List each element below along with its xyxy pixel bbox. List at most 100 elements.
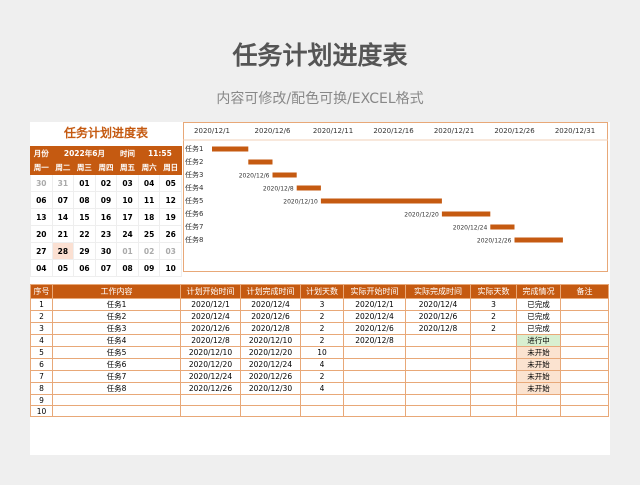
- task-name: 任务6: [185, 209, 204, 218]
- cell: 2020/12/10: [240, 334, 301, 347]
- day: 07: [51, 191, 75, 209]
- day: 07: [94, 259, 118, 277]
- gantt-bar: [248, 159, 273, 165]
- day: 09: [137, 259, 161, 277]
- cell: [470, 358, 517, 371]
- task-name: 任务1: [185, 144, 203, 153]
- gantt-bar: [212, 146, 249, 152]
- cell: 2020/12/8: [240, 322, 301, 335]
- cell: [470, 393, 517, 407]
- table-row: 1 任务1 2020/12/1 2020/12/4 3 2020/12/1 2020/12/…: [30, 298, 609, 311]
- day: 19: [159, 208, 182, 226]
- day: 25: [137, 225, 161, 243]
- cell: [405, 393, 471, 407]
- day: 05: [159, 174, 182, 192]
- cell: [180, 405, 241, 418]
- task-name: 任务5: [185, 196, 203, 205]
- table-row: 7 任务7 2020/12/24 2020/12/26 2 未开始: [30, 370, 609, 383]
- cell: [405, 346, 471, 359]
- table-row: 5 任务5 2020/12/10 2020/12/20 10 未开始: [30, 346, 609, 359]
- weekday: 周日: [159, 160, 182, 175]
- day: 09: [94, 191, 118, 209]
- date-label: 2020/12/31: [555, 127, 595, 135]
- cell: 已完成: [516, 322, 561, 335]
- cell: [300, 393, 344, 407]
- cell: 2020/12/30: [240, 382, 301, 395]
- day: 16: [94, 208, 118, 226]
- day: 10: [116, 191, 139, 209]
- cell: 2020/12/20: [240, 346, 301, 359]
- task-name: 任务2: [185, 157, 203, 166]
- cell: [240, 405, 301, 418]
- day: 13: [30, 208, 53, 226]
- cell: 任务4: [52, 334, 181, 347]
- weekday: 周二: [51, 160, 75, 175]
- weekday: 周四: [94, 160, 118, 175]
- cell: 1: [30, 298, 53, 311]
- cell: 2: [300, 334, 344, 347]
- day: 02: [94, 174, 118, 192]
- day: 20: [30, 225, 53, 243]
- task-table: 序号 工作内容 计划开始时间 计划完成时间 计划天数 实际开始时间 实际完成时间 实际天数 完成…: [30, 284, 609, 418]
- bar-start-label: 2020/12/8: [263, 186, 294, 193]
- cell: 2020/12/24: [180, 370, 241, 383]
- cell: 2: [300, 322, 344, 335]
- table-row: 8 任务8 2020/12/26 2020/12/30 4 未开始: [30, 382, 609, 395]
- week-row: 06 07 08 09 10 11 12: [30, 191, 182, 209]
- day: 14: [51, 208, 75, 226]
- cell: 4: [300, 358, 344, 371]
- cell: 未开始: [516, 358, 561, 371]
- cell: [240, 393, 301, 407]
- cell: 月份: [30, 146, 53, 161]
- cell: [405, 358, 471, 371]
- cell: 2020/12/26: [180, 382, 241, 395]
- cell: [405, 370, 471, 383]
- date-label: 2020/12/11: [313, 127, 353, 135]
- cell: 2020/12/6: [180, 322, 241, 335]
- cell: 2020/12/8: [405, 322, 471, 335]
- day: 15: [73, 208, 96, 226]
- page-title: 任务计划进度表: [232, 41, 408, 70]
- cell: 已完成: [516, 298, 561, 311]
- weekday: 周一: [30, 160, 53, 175]
- cell: 任务2: [52, 310, 181, 323]
- cell: 进行中: [516, 334, 561, 347]
- gantt-border: [183, 122, 608, 272]
- cell: [405, 382, 471, 395]
- cell: 5: [30, 346, 53, 359]
- bar-start-label: 2020/12/10: [283, 199, 318, 206]
- week-row: 27 28 29 30 01 02 03: [30, 242, 182, 260]
- cell: [560, 358, 609, 371]
- cell: 2020/12/4: [405, 298, 471, 311]
- gantt-bar: [490, 224, 515, 230]
- cell: 6: [30, 358, 53, 371]
- cell: 2020/12/4: [240, 298, 301, 311]
- day: 03: [159, 242, 182, 260]
- weekday: 周五: [116, 160, 139, 175]
- cell: 10: [300, 346, 344, 359]
- cell: [470, 346, 517, 359]
- day: 02: [137, 242, 161, 260]
- cell: 10: [30, 405, 53, 418]
- day: 08: [73, 191, 96, 209]
- header-row: 序号 工作内容 计划开始时间 计划完成时间 计划天数 实际开始时间 实际完成时间 实际天数 完成…: [30, 284, 609, 299]
- cell: 3: [470, 298, 517, 311]
- cell: 3: [30, 322, 53, 335]
- day: 04: [30, 259, 53, 277]
- cell: [180, 393, 241, 407]
- date-label: 2020/12/1: [194, 127, 230, 135]
- cell: 11:55: [137, 146, 183, 161]
- day: 03: [116, 174, 139, 192]
- cell: [516, 393, 561, 407]
- column-header: 完成情况: [516, 284, 561, 299]
- cell: 任务8: [52, 382, 181, 395]
- calendar: 月份 2022年6月 时间 11:55 周一 周二 周三 周四 周五 周六 周日 30 31 01 02 0…: [30, 146, 183, 277]
- task-name: 任务8: [185, 235, 203, 244]
- cell: 任务6: [52, 358, 181, 371]
- cell: 2020/12/8: [180, 334, 241, 347]
- cell: 2020/12/6: [343, 322, 406, 335]
- cell: 2020/12/24: [240, 358, 301, 371]
- day: 23: [94, 225, 118, 243]
- week-row: 20 21 22 23 24 25 26: [30, 225, 182, 243]
